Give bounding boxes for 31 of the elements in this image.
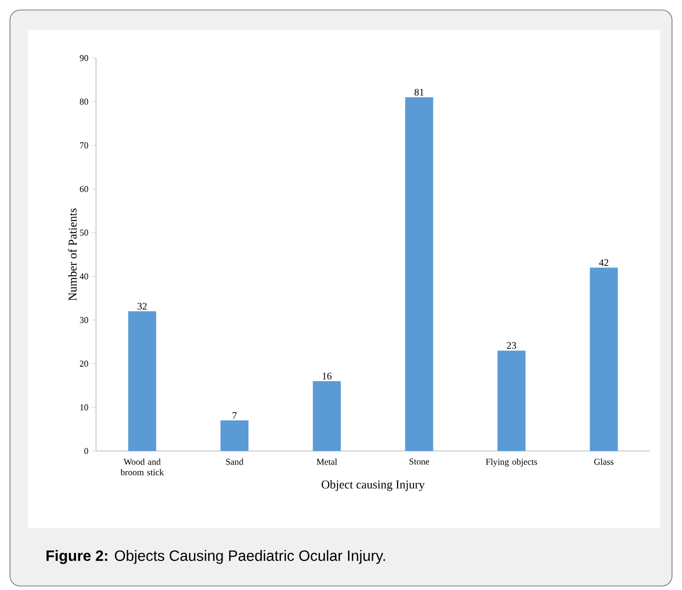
data-label: 16 bbox=[322, 372, 332, 380]
y-tick-label: 90 bbox=[80, 54, 88, 62]
y-tick-label: 30 bbox=[80, 316, 88, 324]
x-tick-label: Metal bbox=[316, 458, 338, 465]
x-axis-title: Object causing Injury bbox=[322, 480, 425, 491]
data-label: 23 bbox=[506, 342, 516, 349]
y-tick-label: 40 bbox=[80, 273, 88, 280]
bar bbox=[128, 311, 156, 451]
data-label: 81 bbox=[414, 88, 424, 96]
x-tick-label: Sand bbox=[226, 458, 244, 465]
y-tick-label: 60 bbox=[80, 186, 88, 192]
y-tick-label: 10 bbox=[80, 404, 88, 410]
x-tick-label: Wood and broom stick bbox=[120, 458, 164, 476]
y-tick-label: 70 bbox=[80, 142, 88, 148]
y-axis-title: Number of Patients bbox=[68, 208, 77, 301]
x-tick-label: Flying objects bbox=[486, 458, 538, 467]
bar bbox=[405, 97, 434, 451]
x-tick-label: Stone bbox=[410, 458, 430, 465]
data-label: 7 bbox=[232, 412, 237, 419]
y-tick-label: 50 bbox=[80, 230, 88, 236]
bar bbox=[498, 350, 526, 451]
x-tick-label: Glass bbox=[594, 458, 614, 465]
bar bbox=[590, 268, 618, 451]
y-tick-label: 80 bbox=[80, 98, 88, 105]
bar bbox=[220, 420, 248, 451]
y-tick-label: 0 bbox=[84, 448, 88, 454]
data-label: 42 bbox=[599, 259, 608, 266]
bar bbox=[312, 381, 341, 451]
y-tick-label: 20 bbox=[80, 360, 88, 367]
text: Figure 2: Objects Causing Paediatric Ocular Injury. bbox=[46, 550, 385, 564]
data-label: 32 bbox=[138, 302, 147, 310]
